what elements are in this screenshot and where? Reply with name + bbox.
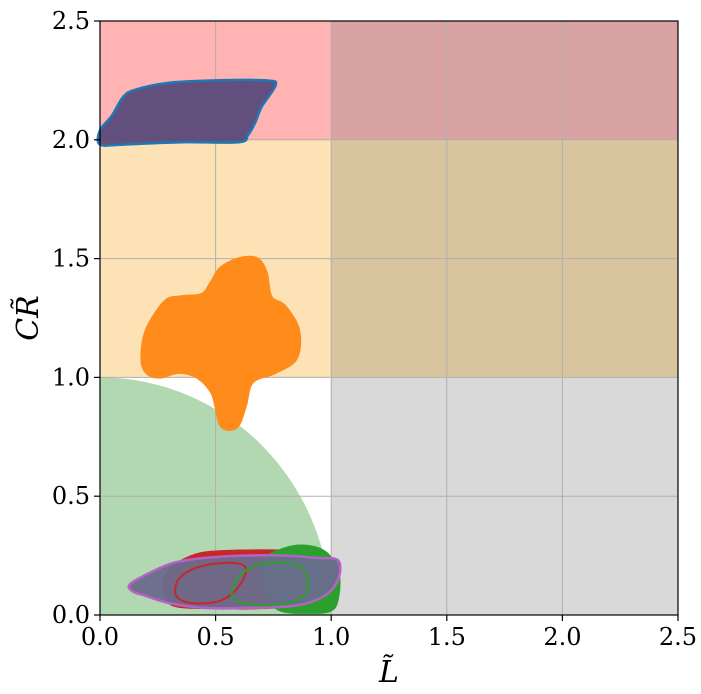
data-region-1 xyxy=(140,255,302,431)
region-inner-outline-0 xyxy=(174,561,248,605)
y-tick-label: 0.5 xyxy=(52,482,90,510)
data-regions xyxy=(96,78,342,614)
x-tick-label: 0.5 xyxy=(197,623,235,651)
y-tick-label: 0.0 xyxy=(52,601,90,629)
data-region-0 xyxy=(96,78,278,147)
x-tick-label: 1.0 xyxy=(312,623,350,651)
x-tick-label: 0.0 xyxy=(81,623,119,651)
y-tick-label: 1.0 xyxy=(52,363,90,391)
y-tick-label: 1.5 xyxy=(52,245,90,273)
x-axis-label: L̃ xyxy=(378,655,399,690)
x-tick-label: 2.0 xyxy=(543,623,581,651)
region-inner-outline-1 xyxy=(230,561,310,607)
y-tick-label: 2.0 xyxy=(52,126,90,154)
x-tick-label: 2.5 xyxy=(659,623,697,651)
y-axis-label: CR̃ xyxy=(11,295,46,341)
plot-frame xyxy=(99,20,679,616)
tick-labels: 0.0 0.5 1.0 1.5 2.0 2.5 0.0 0.5 1.0 1.5 2.0 2.5 xyxy=(52,7,697,651)
x-tick-label: 1.5 xyxy=(428,623,466,651)
background-region-1 xyxy=(331,21,678,140)
y-tick-label: 2.5 xyxy=(52,7,90,35)
